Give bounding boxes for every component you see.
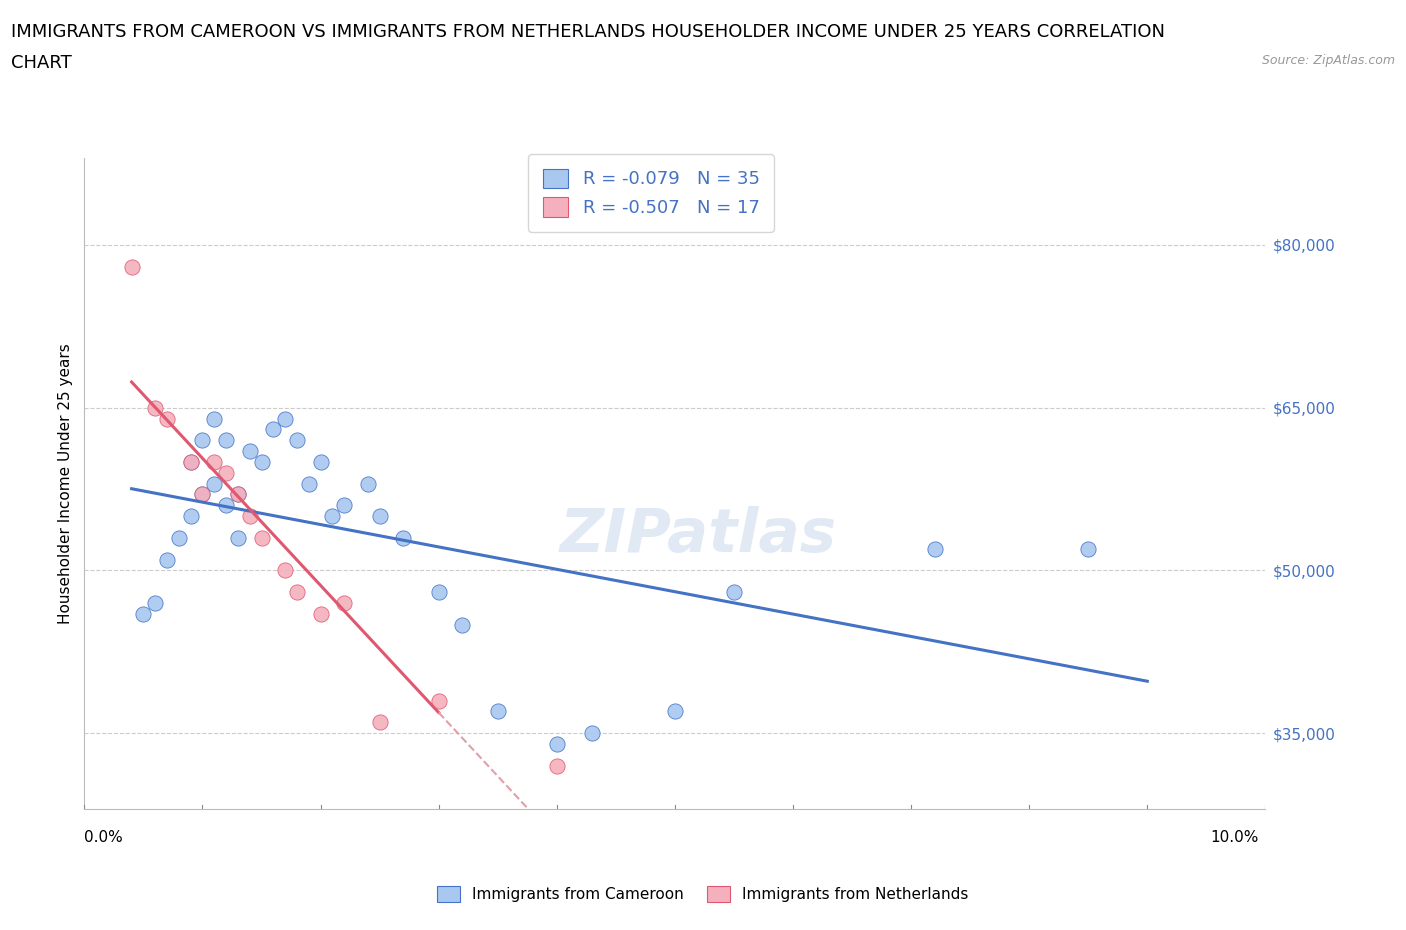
Point: [191, 432, 214, 447]
Point: [309, 455, 332, 470]
Point: [191, 487, 214, 502]
Point: [156, 552, 179, 567]
Point: [215, 465, 238, 480]
Point: [321, 509, 343, 524]
Point: [250, 455, 273, 470]
Point: [250, 530, 273, 545]
Point: [427, 585, 450, 600]
Point: [368, 715, 391, 730]
Text: 0.0%: 0.0%: [84, 830, 124, 844]
Point: [581, 725, 603, 740]
Point: [309, 606, 332, 621]
Point: [333, 498, 356, 512]
Point: [924, 541, 946, 556]
Point: [202, 411, 225, 426]
Point: [226, 487, 249, 502]
Point: [180, 455, 202, 470]
Text: ZIPatlas: ZIPatlas: [560, 506, 837, 565]
Point: [191, 487, 214, 502]
Point: [132, 606, 155, 621]
Text: IMMIGRANTS FROM CAMEROON VS IMMIGRANTS FROM NETHERLANDS HOUSEHOLDER INCOME UNDER: IMMIGRANTS FROM CAMEROON VS IMMIGRANTS F…: [11, 23, 1166, 41]
Point: [121, 259, 143, 274]
Point: [333, 595, 356, 610]
Point: [1077, 541, 1099, 556]
Text: CHART: CHART: [11, 54, 72, 72]
Point: [215, 498, 238, 512]
Point: [451, 618, 474, 632]
Point: [723, 585, 745, 600]
Point: [285, 432, 308, 447]
Point: [215, 432, 238, 447]
Point: [285, 585, 308, 600]
Point: [202, 476, 225, 491]
Point: [546, 737, 568, 751]
Y-axis label: Householder Income Under 25 years: Householder Income Under 25 years: [58, 343, 73, 624]
Point: [486, 704, 509, 719]
Point: [392, 530, 415, 545]
Point: [226, 530, 249, 545]
Point: [202, 455, 225, 470]
Point: [546, 758, 568, 773]
Text: Source: ZipAtlas.com: Source: ZipAtlas.com: [1261, 54, 1395, 67]
Text: 10.0%: 10.0%: [1211, 830, 1258, 844]
Point: [143, 595, 166, 610]
Point: [239, 509, 262, 524]
Point: [262, 422, 284, 437]
Point: [180, 509, 202, 524]
Point: [368, 509, 391, 524]
Point: [143, 400, 166, 415]
Point: [226, 487, 249, 502]
Point: [274, 563, 297, 578]
Legend: Immigrants from Cameroon, Immigrants from Netherlands: Immigrants from Cameroon, Immigrants fro…: [432, 880, 974, 909]
Point: [298, 476, 321, 491]
Point: [239, 444, 262, 458]
Point: [664, 704, 686, 719]
Point: [180, 455, 202, 470]
Point: [427, 693, 450, 708]
Point: [156, 411, 179, 426]
Point: [167, 530, 190, 545]
Point: [274, 411, 297, 426]
Legend: R = -0.079   N = 35, R = -0.507   N = 17: R = -0.079 N = 35, R = -0.507 N = 17: [529, 154, 775, 232]
Point: [357, 476, 380, 491]
